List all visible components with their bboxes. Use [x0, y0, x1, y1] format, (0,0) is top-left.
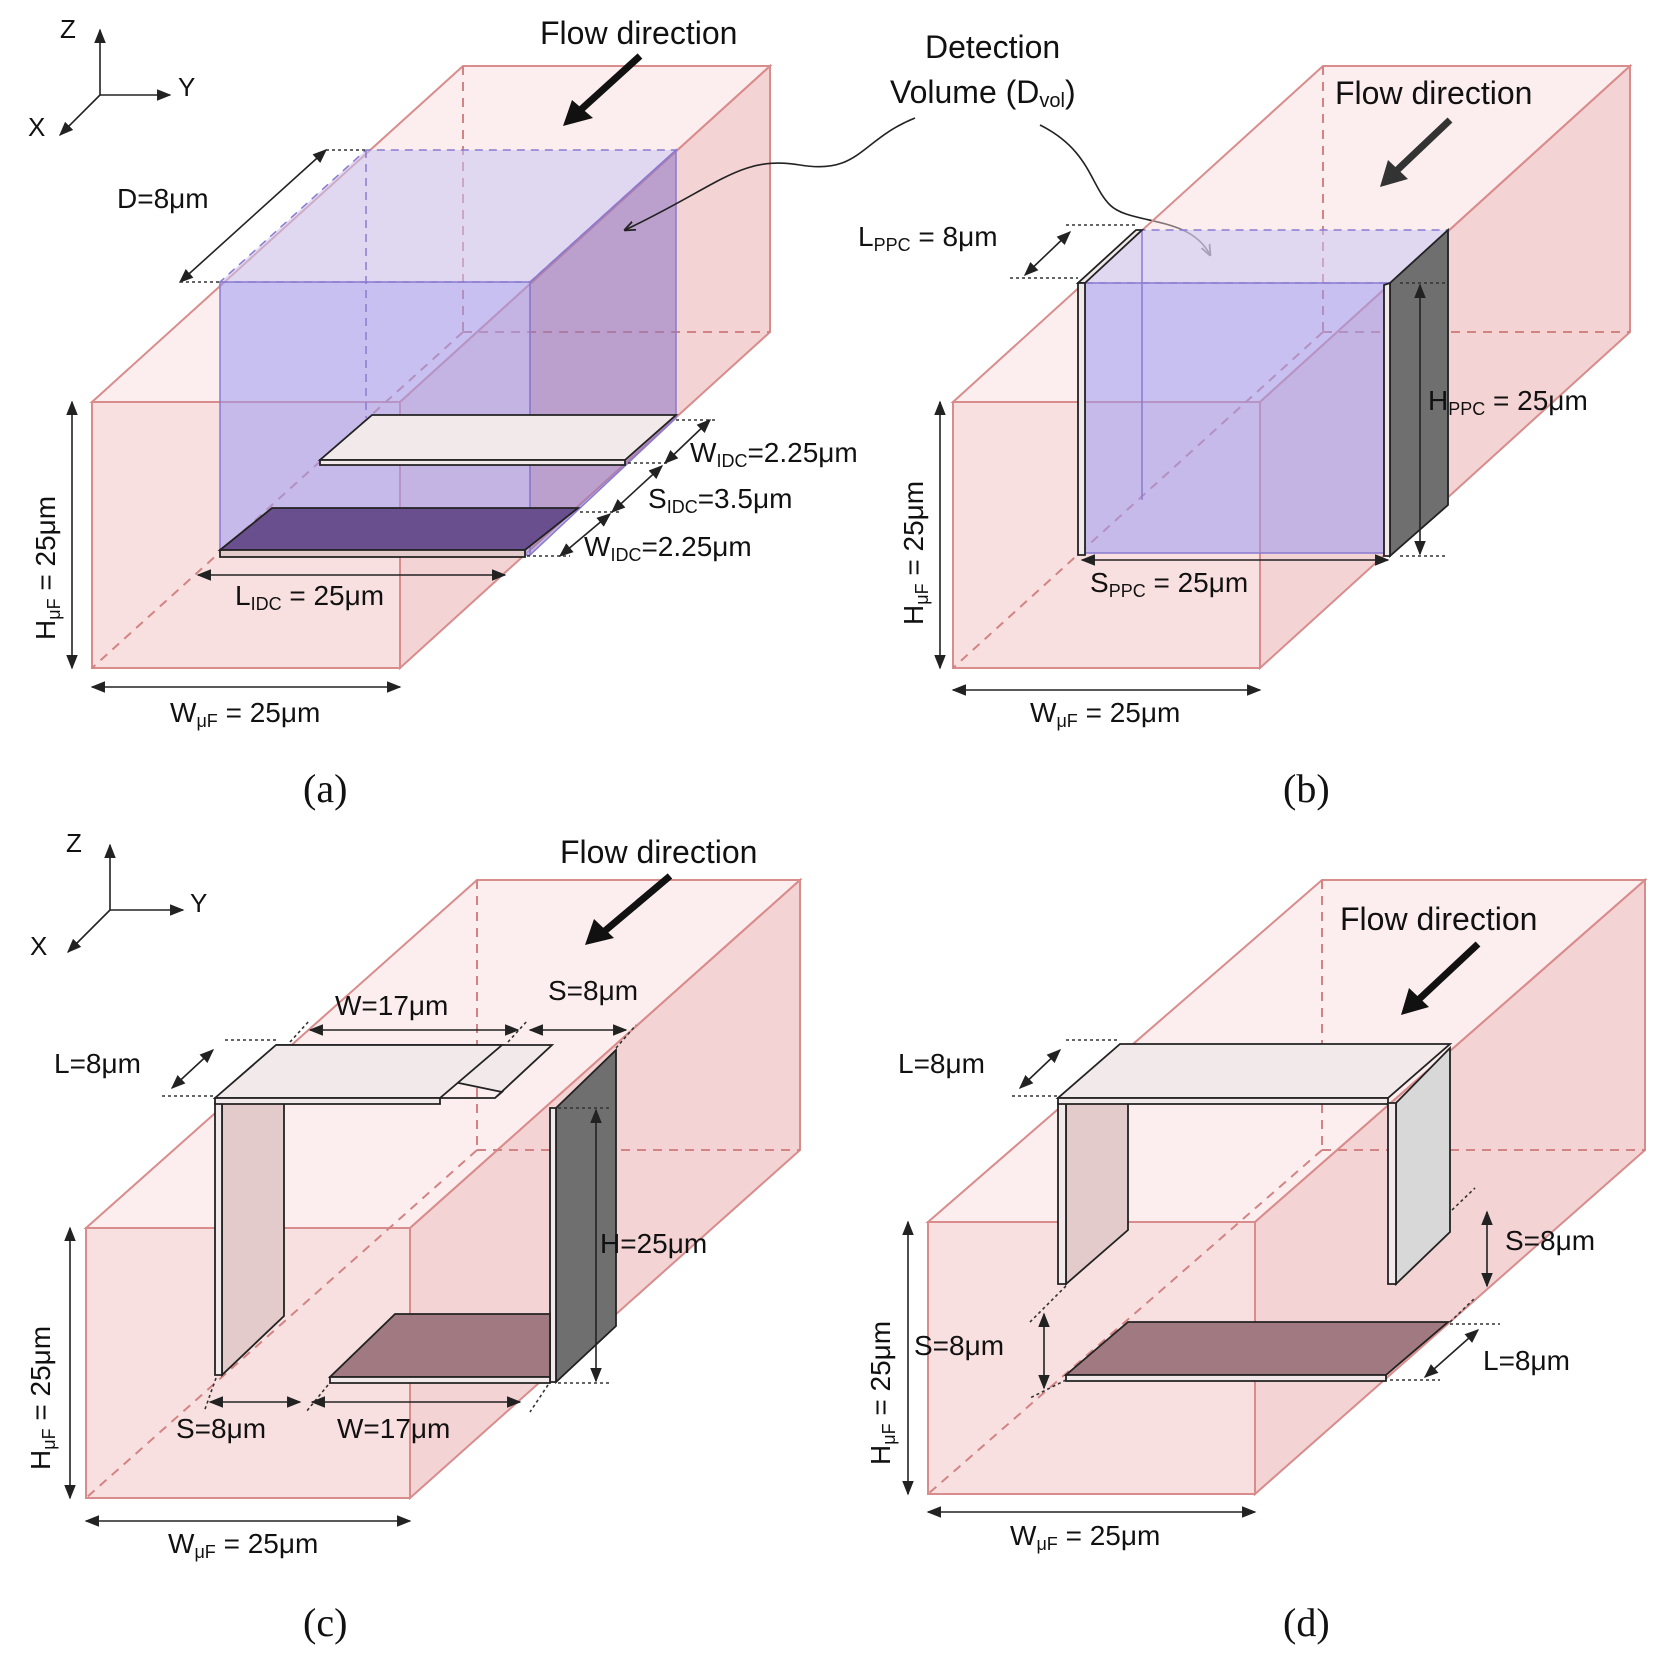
d-electrode-bottom-plate [1063, 1321, 1451, 1376]
axis-z-label-c: Z [66, 828, 82, 858]
axis-z-label: Z [60, 14, 76, 44]
idc-electrode-front [217, 507, 581, 551]
flow-arrow-d [1412, 941, 1481, 1006]
label-s-bottom-c: S=8μm [176, 1413, 266, 1444]
label-l-top-d: L=8μm [898, 1048, 985, 1079]
caption-d: (d) [1283, 1600, 1330, 1645]
label-w-bottom-c: W=17μm [337, 1413, 450, 1444]
channel-d [925, 877, 1648, 1497]
panel-d: L=8μm S=8μm S=8μm L=8μm Flow direction H… [865, 877, 1648, 1645]
caption-c: (c) [303, 1600, 347, 1645]
idc-electrode-back [317, 414, 679, 461]
label-w-channel-a: WμF = 25μm [170, 697, 320, 731]
label-s-top-c: S=8μm [548, 975, 638, 1006]
detection-label-line1: Detection [925, 29, 1060, 65]
label-lppc: LPPC = 8μm [858, 221, 998, 255]
label-s-left-d: S=8μm [914, 1330, 1004, 1361]
flow-label-b: Flow direction [1335, 75, 1532, 111]
caption-b: (b) [1283, 766, 1330, 811]
label-h-channel-c: HμF = 25μm [25, 1326, 59, 1470]
label-w-channel-d: WμF = 25μm [1010, 1520, 1160, 1554]
label-l-bottom-d: L=8μm [1483, 1345, 1570, 1376]
label-s-right-d: S=8μm [1505, 1225, 1595, 1256]
flow-arrow-b [1389, 117, 1453, 178]
caption-a: (a) [303, 766, 347, 811]
detection-volume-a [218, 148, 678, 557]
label-l-c: L=8μm [54, 1048, 141, 1079]
axis-y-label-c: Y [190, 888, 207, 918]
panel-c: Z Y X L=8μm W=17μm S=8 [25, 828, 803, 1645]
c-electrode-right-wall [555, 1047, 617, 1385]
label-lidc: LIDC = 25μm [235, 580, 384, 614]
label-h-c: H=25μm [600, 1228, 707, 1259]
d-electrode-top-plate [1055, 1043, 1453, 1099]
flow-arrow-a [572, 53, 643, 118]
label-hppc: HPPC = 25μm [1428, 385, 1588, 419]
flow-arrow-c [597, 873, 673, 938]
label-sidc: SIDC=3.5μm [648, 483, 792, 517]
label-widc-bottom: WIDC=2.25μm [584, 531, 752, 565]
axis-triad-c: Z Y X [30, 828, 207, 961]
label-d: D=8μm [117, 183, 209, 214]
axis-y-label: Y [178, 72, 195, 102]
label-sppc: SPPC = 25μm [1090, 567, 1248, 601]
detection-label-line2: Volume (Dvol) [890, 74, 1076, 112]
label-w-channel-b: WμF = 25μm [1030, 697, 1180, 731]
label-h-channel-d: HμF = 25μm [865, 1321, 899, 1465]
panel-a: Z Y X D=8μm Flow direct [28, 14, 1210, 811]
flow-label-d: Flow direction [1340, 901, 1537, 937]
flow-label-c: Flow direction [560, 834, 757, 870]
axis-x-label: X [28, 112, 45, 142]
axis-triad-a: Z Y X [28, 14, 195, 142]
label-h-channel-a: HμF = 25μm [30, 496, 64, 640]
axis-x-label-c: X [30, 931, 47, 961]
channel-c [83, 877, 803, 1501]
panel-b: LPPC = 8μm HPPC = 25μm SPPC = 25μm Flow … [858, 63, 1633, 811]
detection-pointer-a [625, 117, 916, 230]
label-h-channel-b: HμF = 25μm [898, 481, 932, 625]
label-widc-top: WIDC=2.25μm [690, 437, 858, 471]
label-w-channel-c: WμF = 25μm [168, 1528, 318, 1562]
flow-label-a: Flow direction [540, 15, 737, 51]
label-w-top-c: W=17μm [335, 990, 448, 1021]
